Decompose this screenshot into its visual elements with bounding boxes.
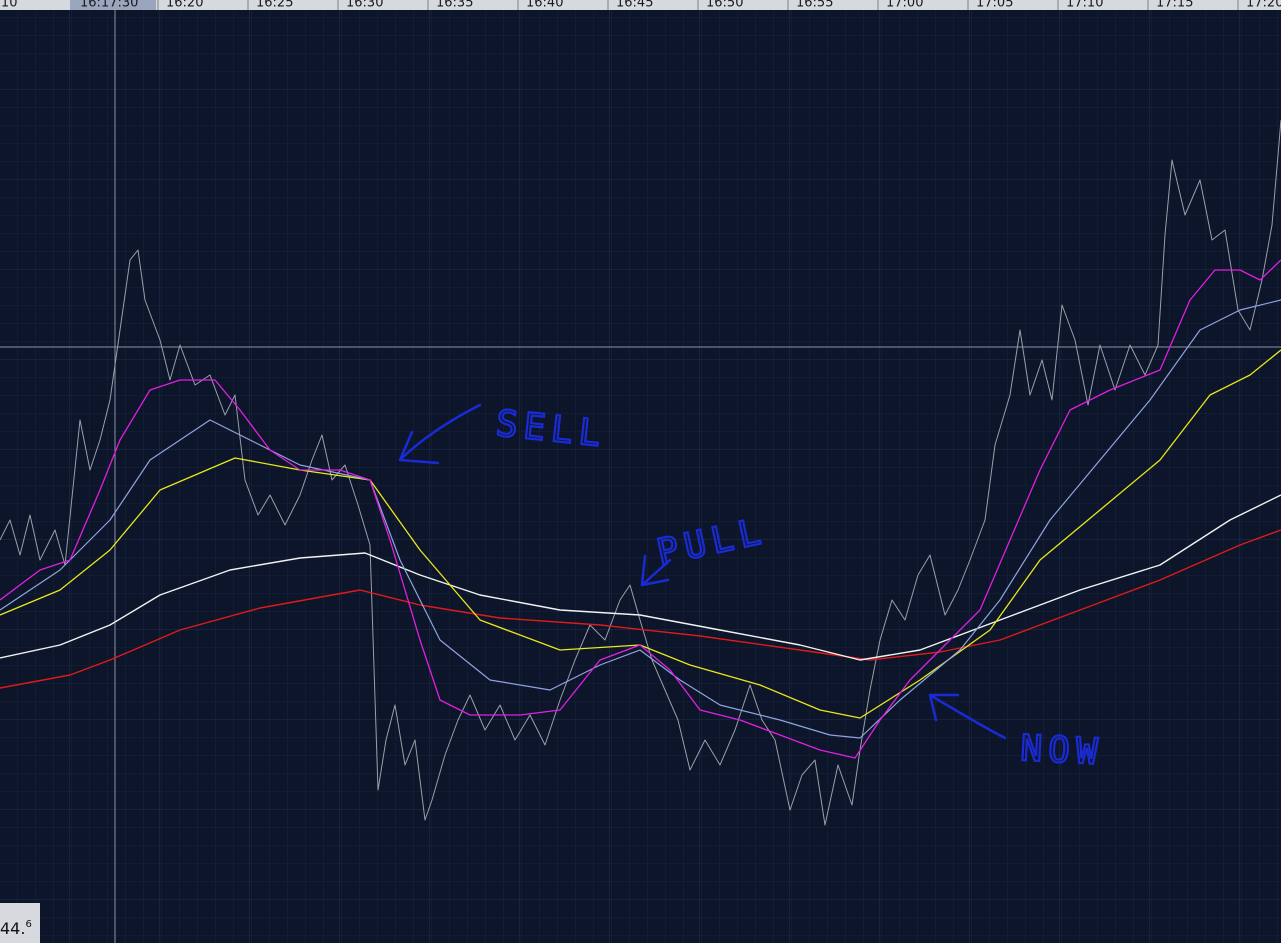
time-label: 17:20 <box>1246 0 1281 11</box>
time-label: 17:15 <box>1156 0 1193 11</box>
price-plot <box>0 119 1281 826</box>
time-highlight <box>70 0 156 10</box>
time-label: 16:55 <box>796 0 833 11</box>
time-axis: 16:10 16:17:30 16:20 16:25 16:30 16:35 16:40 16… <box>0 0 1281 11</box>
time-label: 16:10 <box>0 0 17 11</box>
time-label: 16:40 <box>526 0 563 11</box>
major-grid <box>0 10 1281 943</box>
cursor-price: 44.6 <box>0 919 32 938</box>
ma-blue <box>0 299 1281 739</box>
time-label: 16:50 <box>706 0 743 11</box>
arrow <box>398 403 482 465</box>
time-label: 17:00 <box>886 0 923 11</box>
price-box <box>0 903 40 943</box>
arrow <box>928 693 1007 740</box>
time-label: 16:25 <box>256 0 293 11</box>
ma-white <box>0 494 1281 661</box>
ma-magenta <box>0 259 1281 759</box>
time-label: 16:20 <box>166 0 203 11</box>
time-axis-bar <box>0 0 1281 10</box>
time-label: 16:30 <box>346 0 383 11</box>
annotation-text: NOW <box>1020 728 1105 773</box>
arrow <box>640 554 672 587</box>
ma-red <box>0 529 1281 689</box>
time-label: 16:17:30 <box>80 0 138 11</box>
time-label: 16:35 <box>436 0 473 11</box>
price-trace <box>0 119 1281 826</box>
ma-yellow <box>0 349 1281 719</box>
time-label: 16:45 <box>616 0 653 11</box>
annotation-now: NOW <box>928 693 1106 774</box>
time-label: 17:05 <box>976 0 1013 11</box>
time-label: 17:10 <box>1066 0 1103 11</box>
